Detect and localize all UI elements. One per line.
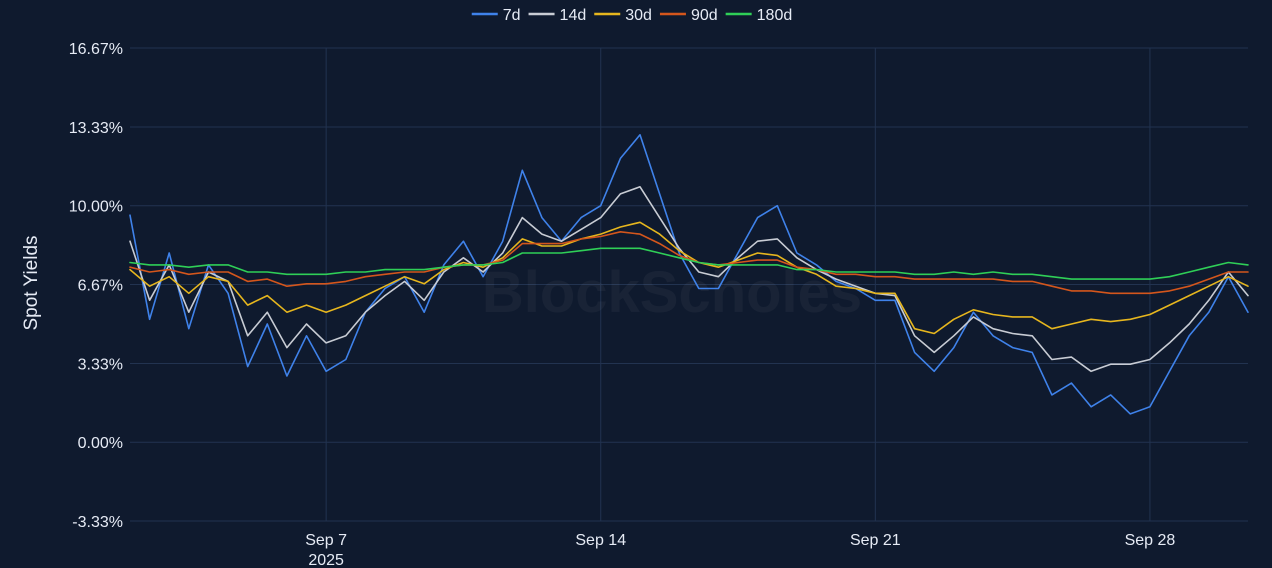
x-tick-year-label: 2025	[308, 552, 344, 568]
watermark: BlockScholes	[482, 260, 862, 325]
axis-layer: 16.67% 13.33% 10.00% 6.67% 3.33% 0.00% -3.33% S…	[69, 41, 1176, 568]
y-axis-title: Spot Yields	[21, 235, 42, 330]
legend-item-7d[interactable]: 7d	[471, 7, 521, 24]
legend-label: 180d	[757, 7, 793, 24]
legend-item-30d[interactable]: 30d	[594, 7, 652, 24]
y-tick-label: 13.33%	[69, 120, 123, 137]
x-tick-label: Sep 14	[575, 532, 626, 549]
y-tick-label: 3.33%	[78, 356, 123, 373]
legend-item-180d[interactable]: 180d	[725, 7, 793, 24]
x-tick-label: Sep 7	[305, 532, 347, 549]
series-layer	[129, 134, 1249, 415]
y-tick-label: -3.33%	[72, 514, 123, 531]
legend[interactable]: 7d 14d 30d 90d 180d	[471, 7, 793, 24]
series-line-180d	[129, 247, 1249, 280]
legend-label: 90d	[691, 7, 718, 24]
series-line-30d	[129, 221, 1249, 335]
legend-label: 30d	[625, 7, 652, 24]
y-tick-label: 16.67%	[69, 41, 123, 58]
legend-item-14d[interactable]: 14d	[528, 7, 587, 24]
legend-item-90d[interactable]: 90d	[659, 7, 718, 24]
x-tick-label: Sep 21	[850, 532, 901, 549]
series-line-90d	[129, 231, 1249, 295]
legend-label: 14d	[560, 7, 587, 24]
y-tick-label: 10.00%	[69, 199, 123, 216]
x-tick-label: Sep 28	[1125, 532, 1176, 549]
y-tick-label: 6.67%	[78, 278, 123, 295]
y-tick-label: 0.00%	[78, 435, 123, 452]
series-line-7d	[129, 134, 1249, 415]
legend-label: 7d	[503, 7, 521, 24]
